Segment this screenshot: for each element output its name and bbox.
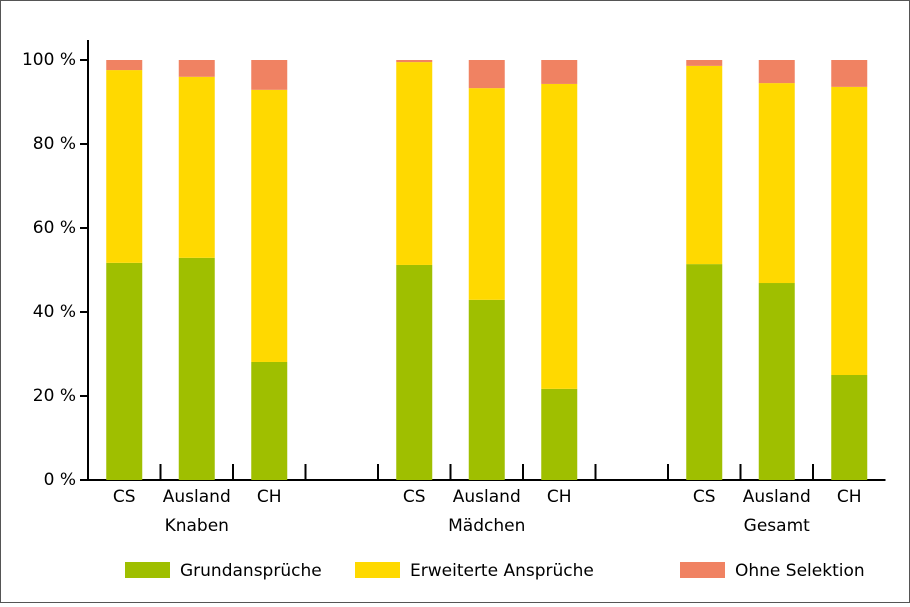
bar-segment bbox=[758, 83, 795, 284]
y-tick-label: 100 % bbox=[22, 50, 76, 70]
bar-segment bbox=[178, 60, 215, 77]
bar-segment bbox=[251, 361, 288, 480]
x-tick-label: CH bbox=[837, 487, 862, 507]
bar-segment bbox=[178, 76, 215, 258]
bar-segment bbox=[686, 65, 723, 265]
x-tick-label: Ausland bbox=[743, 487, 811, 507]
bar-segment bbox=[106, 60, 143, 71]
y-tick-label: 60 % bbox=[33, 218, 76, 238]
legend-label: Erweiterte Ansprüche bbox=[410, 561, 594, 581]
x-tick-label: Ausland bbox=[163, 487, 231, 507]
bar-segment bbox=[541, 60, 578, 84]
x-tick-label: CS bbox=[403, 487, 426, 507]
group-label: Gesamt bbox=[744, 516, 810, 536]
legend-label: Grundansprüche bbox=[180, 561, 322, 581]
bar-segment bbox=[468, 60, 505, 89]
bar-segment bbox=[251, 89, 288, 362]
bar-segment bbox=[396, 264, 433, 480]
legend-swatch bbox=[355, 562, 400, 578]
legend-swatch bbox=[125, 562, 170, 578]
bar-segment bbox=[251, 60, 288, 90]
bar-segment bbox=[758, 283, 795, 480]
legend-swatch bbox=[680, 562, 725, 578]
legend-label: Ohne Selektion bbox=[735, 561, 865, 581]
bar-segment bbox=[106, 70, 143, 263]
y-tick-label: 0 % bbox=[44, 470, 76, 490]
bar-segment bbox=[831, 60, 868, 87]
x-tick-label: CS bbox=[113, 487, 136, 507]
bar-segment bbox=[758, 60, 795, 84]
bar-segment bbox=[686, 60, 723, 66]
x-tick-label: CH bbox=[547, 487, 572, 507]
bar-segment bbox=[106, 262, 143, 480]
y-tick-label: 20 % bbox=[33, 386, 76, 406]
bar-segment bbox=[178, 257, 215, 480]
y-tick-label: 80 % bbox=[33, 134, 76, 154]
bar-segment bbox=[831, 86, 868, 375]
y-tick-label: 40 % bbox=[33, 302, 76, 322]
x-tick-label: Ausland bbox=[453, 487, 521, 507]
bar-segment bbox=[686, 264, 723, 480]
bar-segment bbox=[831, 375, 868, 480]
bar-segment bbox=[468, 88, 505, 300]
group-label: Knaben bbox=[165, 516, 229, 536]
x-tick-label: CS bbox=[693, 487, 716, 507]
bar-segment bbox=[396, 60, 433, 63]
group-label: Mädchen bbox=[448, 516, 525, 536]
bar-segment bbox=[396, 62, 433, 265]
bar-segment bbox=[541, 83, 578, 389]
bar-segment bbox=[541, 388, 578, 480]
x-tick-label: CH bbox=[257, 487, 282, 507]
bar-segment bbox=[468, 299, 505, 480]
